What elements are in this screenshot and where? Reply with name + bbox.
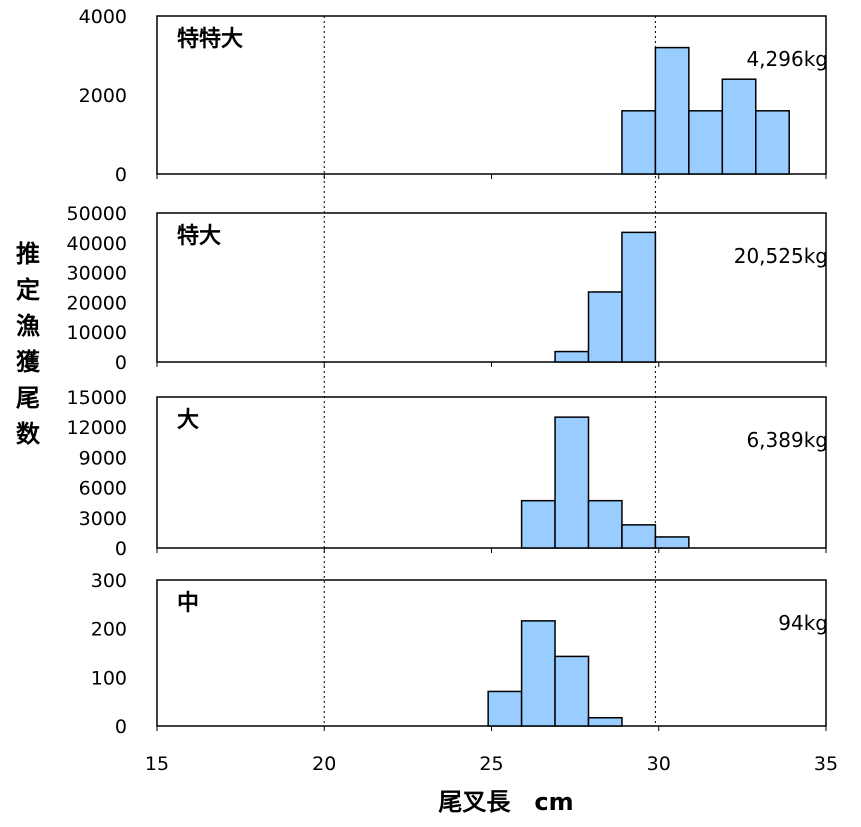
catch-weight-label: 20,525kg — [734, 244, 828, 268]
histogram-bar — [554, 350, 590, 363]
panel-4: 300 200 100 0 中 94kg — [91, 570, 828, 738]
y-tick-label: 12000 — [67, 417, 127, 439]
y-tick-label: 300 — [91, 570, 127, 592]
catch-weight-label: 6,389kg — [746, 428, 828, 452]
histogram-bar — [654, 536, 690, 549]
y-tick-label: 3000 — [79, 508, 127, 530]
x-axis-title: 尾叉長 cm — [438, 788, 573, 816]
histogram-bar — [587, 291, 623, 363]
y-tick-label: 100 — [91, 667, 127, 689]
y-tick-label: 2000 — [79, 85, 127, 107]
panel-frame — [156, 212, 827, 363]
x-tick-label: 20 — [312, 753, 336, 775]
y-axis-label-char: 尾 — [16, 384, 40, 412]
catch-weight-label: 4,296kg — [746, 47, 828, 71]
y-tick-label: 0 — [115, 352, 127, 374]
y-tick-label: 30000 — [67, 263, 127, 285]
y-axis-label-char: 推 — [16, 240, 40, 268]
y-tick-label: 0 — [115, 538, 127, 560]
y-tick-label: 0 — [115, 716, 127, 738]
y-axis-label-char: 定 — [16, 276, 40, 304]
histogram-bar — [621, 231, 657, 363]
y-tick-label: 0 — [115, 164, 127, 186]
y-axis-label-char: 獲 — [16, 348, 41, 376]
histogram-bar — [621, 524, 657, 549]
y-tick-label: 4000 — [79, 6, 127, 28]
histogram-bar — [554, 416, 590, 549]
panel-label: 特大 — [177, 223, 221, 249]
panel-1: 4000 2000 0 特特大 4,296kg — [79, 6, 828, 186]
panel-3: 15000 12000 9000 6000 3000 0 大 6,389kg — [67, 387, 828, 560]
catch-weight-label: 94kg — [778, 611, 828, 635]
x-tick-label: 30 — [647, 753, 671, 775]
histogram-bar — [654, 46, 690, 175]
panel-frame — [156, 396, 827, 549]
x-tick-label: 35 — [814, 753, 838, 775]
panel-label: 大 — [177, 408, 199, 433]
y-tick-label: 200 — [91, 619, 127, 641]
histogram-bar — [520, 499, 556, 549]
histogram-bar — [587, 716, 623, 727]
y-tick-label: 10000 — [67, 322, 127, 344]
reference-lines — [323, 16, 656, 726]
histogram-bar — [487, 690, 523, 727]
y-tick-label: 50000 — [67, 203, 127, 225]
histogram-bar — [554, 655, 590, 727]
histogram-bar — [755, 110, 790, 175]
x-axis: 15 20 25 30 35 — [145, 753, 838, 775]
y-tick-label: 20000 — [67, 292, 127, 314]
y-tick-label: 40000 — [67, 233, 127, 255]
y-axis-label-char: 漁 — [16, 312, 40, 340]
panel-2: 50000 40000 30000 20000 10000 0 特大 20,525kg — [67, 203, 828, 374]
x-tick-label: 15 — [145, 753, 169, 775]
y-tick-label: 9000 — [79, 447, 127, 469]
histogram-bar — [688, 110, 724, 175]
x-tick-label: 25 — [479, 753, 503, 775]
chart-panels: 400020000特特大4,296kg500004000030000200001… — [67, 6, 828, 738]
y-axis-label-char: 数 — [16, 420, 41, 448]
y-tick-label: 15000 — [67, 387, 127, 409]
y-tick-label: 6000 — [79, 478, 127, 500]
histogram-bar — [587, 499, 623, 549]
panel-label: 中 — [177, 591, 199, 616]
histogram-bar — [721, 78, 757, 175]
panel-label: 特特大 — [177, 26, 243, 52]
histogram-bar — [621, 110, 657, 175]
histogram-bar — [520, 620, 556, 727]
